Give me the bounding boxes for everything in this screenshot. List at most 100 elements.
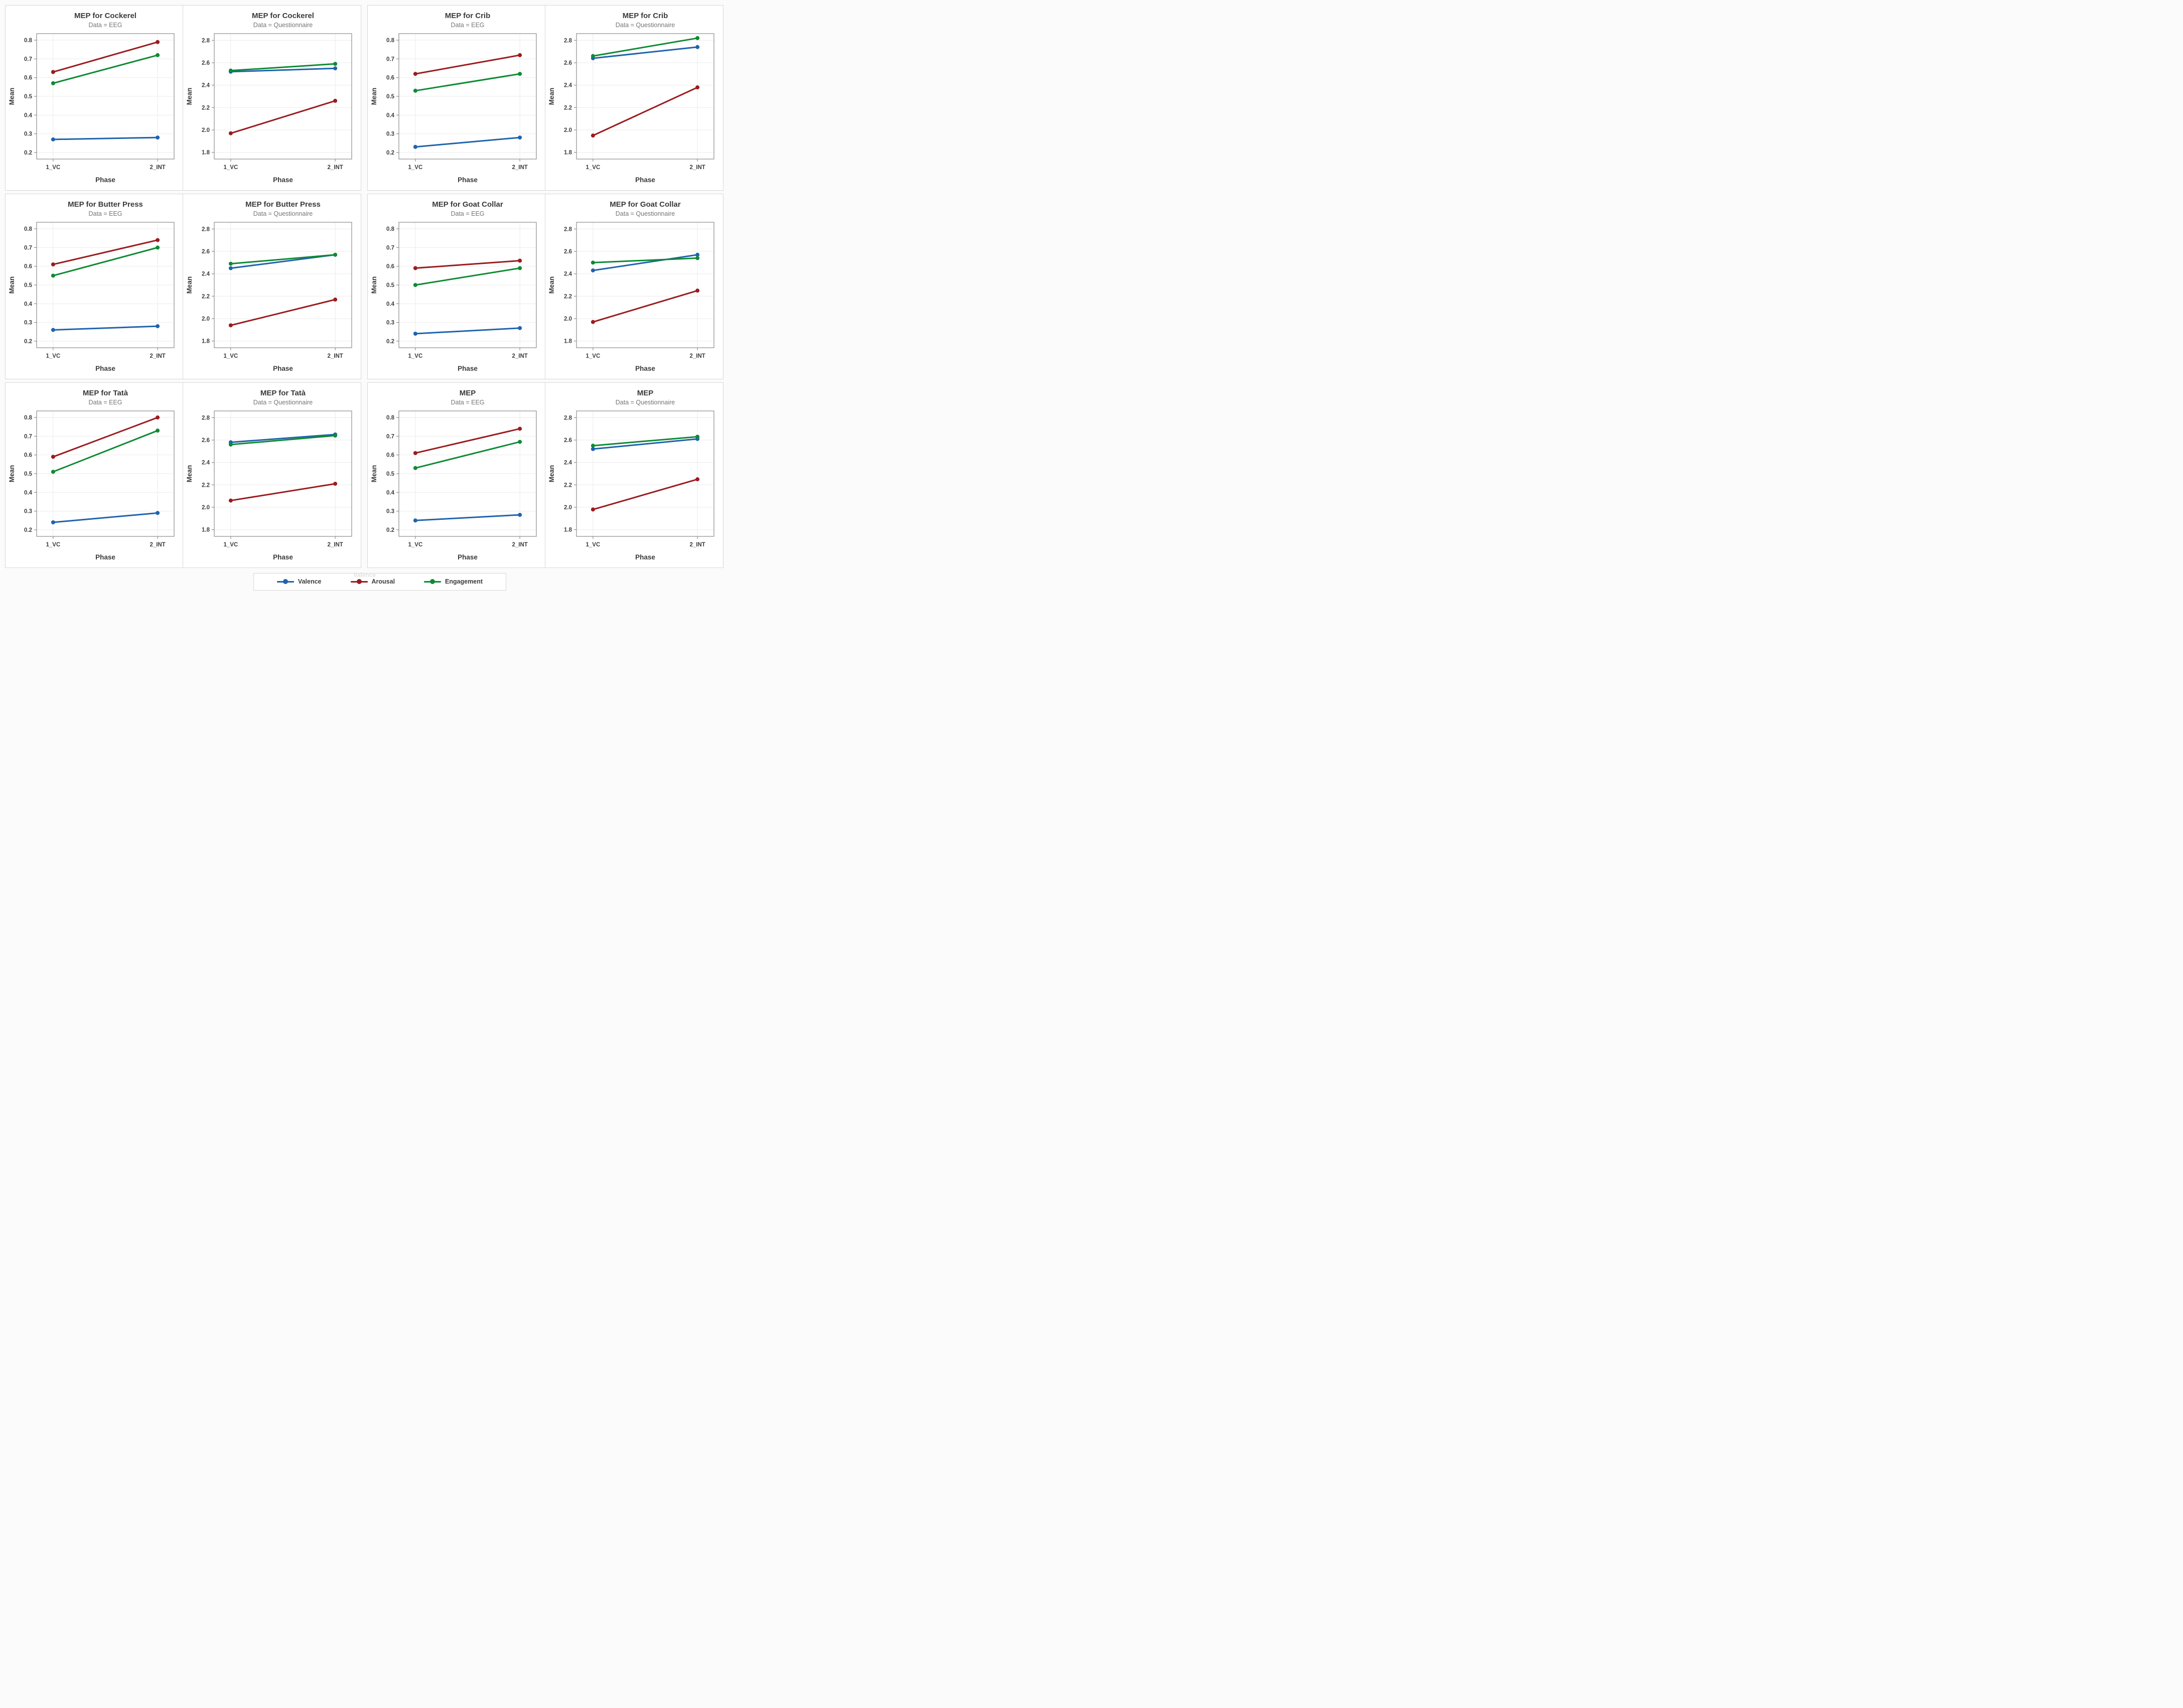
arousal-point [51,70,55,74]
engagement-line [414,73,521,92]
arousal-point [413,451,417,455]
chart-subtitle: Data = EEG [451,210,484,217]
plot-border [576,33,714,160]
engagement-point [51,273,55,278]
arousal-point [695,477,700,482]
y-tick-label: 0.4 [386,112,395,118]
interaction-plots-page: MEP for Cockerel Data = EEG 0.2 0.3 0.4 0.5 0.… [0,0,734,598]
y-tick-label: 0.7 [24,56,32,62]
arousal-point [228,131,233,135]
legend-item-engagement: Engagement [424,578,483,585]
valence-line [592,46,698,59]
arousal-point [228,323,233,328]
y-tick-label: 0.4 [24,490,33,496]
y-tick-label: 0.4 [386,301,395,307]
y-tick-label: 1.8 [202,527,210,533]
y-axis-label: Mean [186,276,193,294]
engagement-point [333,62,338,66]
chart-tata-eeg: MEP for Tatà Data = EEG 0.2 0.3 0.4 0.5 0.6 0.7… [6,383,183,567]
x-axis-label: Phase [635,176,655,184]
plot-border [214,410,352,537]
x-tick-label: 2_INT [150,542,165,548]
engagement-point [228,261,233,266]
y-axis-label: Mean [548,276,555,294]
y-tick-label: 2.2 [202,482,210,488]
arousal-point [695,85,700,90]
y-tick-label: 0.7 [24,245,32,251]
panel-mep-overall: MEP Data = EEG 0.2 0.3 0.4 0.5 0.6 0.7 0.8 1_VC 2_… [367,382,723,568]
engagement-point [413,88,417,93]
y-tick-label: 2.2 [202,294,210,300]
chart-title: MEP [460,389,476,397]
y-tick-label: 2.4 [564,271,572,277]
x-tick-label: 1_VC [408,542,422,548]
chart-subtitle: Data = EEG [451,22,484,29]
y-tick-label: 2.6 [564,438,572,444]
y-tick-label: 0.7 [386,245,394,251]
arousal-point [333,98,338,103]
x-tick-label: 1_VC [46,353,60,359]
y-axis-label: Mean [548,465,555,483]
engagement-point [156,429,160,433]
valence-line [414,327,521,335]
x-tick-label: 1_VC [46,542,60,548]
engagement-point [333,252,338,257]
arousal-line [52,239,159,265]
arousal-line [52,416,159,458]
valence-line [230,67,336,73]
engagement-point [695,256,700,260]
valence-point [333,66,338,71]
x-tick-label: 2_INT [327,165,343,171]
engagement-line [414,267,521,286]
arousal-line-marker-icon [350,579,368,584]
x-tick-label: 1_VC [586,165,600,171]
y-tick-label: 0.4 [386,490,395,496]
y-tick-label: 0.6 [24,264,32,270]
legend-label-engagement: Engagement [445,578,483,585]
valence-point [51,328,55,332]
chart-row-1: MEP for Cockerel Data = EEG 0.2 0.3 0.4 0.5 0.… [5,5,729,191]
y-tick-label: 0.2 [386,339,394,345]
engagement-line [52,246,159,276]
panel-tata: MEP for Tatà Data = EEG 0.2 0.3 0.4 0.5 0.6 0.7… [5,382,361,568]
chart-butter-press-questionnaire: MEP for Butter Press Data = Questionnaire… [183,194,361,379]
y-tick-label: 2.8 [564,415,572,421]
y-tick-label: 2.0 [202,316,210,322]
chart-svg: MEP Data = Questionnaire 1.8 2.0 2.2 2.4 2.6 2.… [548,389,714,561]
x-tick-label: 2_INT [512,542,527,548]
chart-mep-questionnaire: MEP Data = Questionnaire 1.8 2.0 2.2 2.4 2.6 2.… [545,383,723,567]
y-tick-label: 2.8 [202,415,210,421]
y-tick-label: 0.5 [24,471,33,477]
engagement-point [591,260,595,265]
chart-subtitle: Data = EEG [88,210,122,217]
valence-line [52,512,159,523]
y-tick-label: 0.5 [386,282,395,289]
y-tick-label: 0.3 [386,320,394,326]
arousal-point [156,40,160,44]
x-tick-label: 1_VC [223,353,238,359]
x-axis-label: Phase [458,365,478,372]
chart-subtitle: Data = Questionnaire [253,210,313,217]
y-tick-label: 0.8 [24,226,33,232]
x-tick-label: 1_VC [586,542,600,548]
engagement-point [518,72,522,76]
plot-border [214,33,352,160]
arousal-line [414,259,521,269]
y-axis-label: Mean [370,276,378,294]
panel-crib: MEP for Crib Data = EEG 0.2 0.3 0.4 0.5 0.6 0.7… [367,5,723,191]
chart-subtitle: Data = Questionnaire [616,210,675,217]
legend-item-arousal: Arousal [350,578,395,585]
legend-item-valence: Valence [276,578,322,585]
chart-subtitle: Data = Questionnaire [616,399,675,406]
arousal-point [333,482,338,486]
y-tick-label: 0.4 [24,112,33,118]
arousal-line [592,86,698,136]
chart-tata-questionnaire: MEP for Tatà Data = Questionnaire 1.8 2.0 2.… [183,383,361,567]
engagement-line [230,254,336,265]
x-tick-label: 2_INT [689,165,705,171]
legend-box: Valence Valence Arousal Engagement [253,572,507,591]
valence-point [591,447,595,451]
x-axis-label: Phase [95,176,115,184]
valence-line [592,438,698,450]
